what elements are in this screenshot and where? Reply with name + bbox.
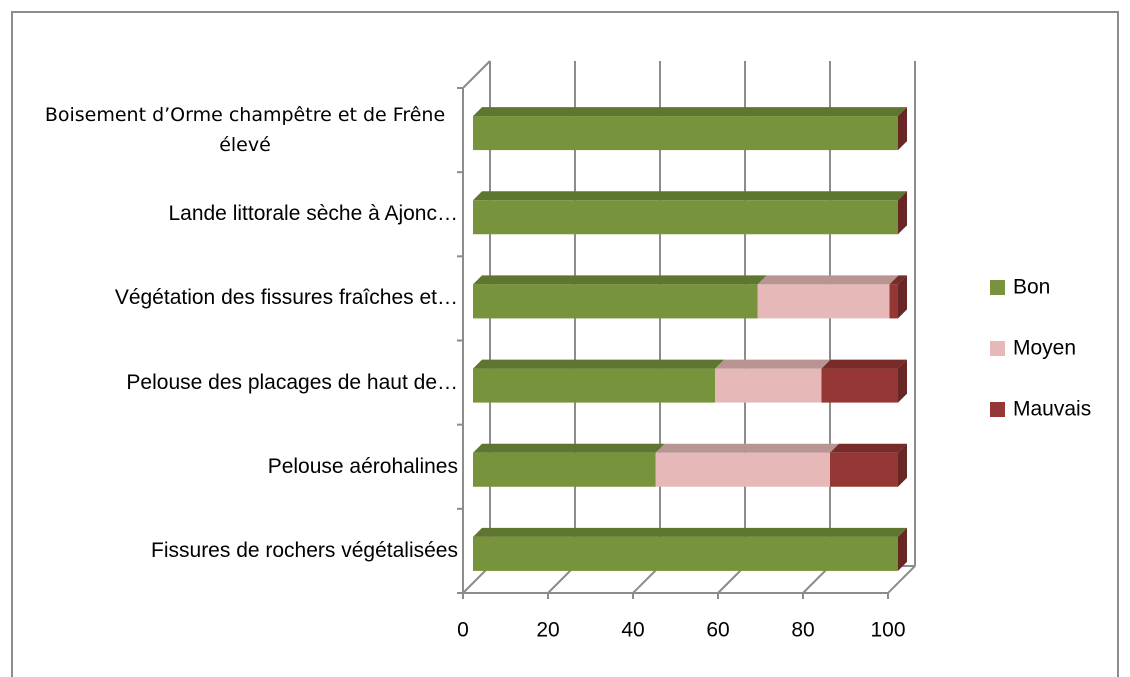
x-tick-label: 0 [457, 619, 469, 642]
bar-top [757, 275, 899, 285]
y-tick-label: Pelouse des placages de haut de… [126, 370, 458, 394]
y-tick-label: Pelouse aérohalines [267, 454, 458, 478]
wall-edge [462, 60, 491, 89]
grid-line-floor [887, 565, 916, 594]
bar-top [715, 359, 831, 369]
bar-segment [473, 200, 898, 235]
legend-label: Bon [1013, 276, 1050, 299]
bar-top [889, 275, 907, 285]
x-tick-label: 100 [870, 619, 905, 642]
bar-segment [473, 368, 716, 403]
bar-top [473, 527, 907, 537]
y-tick-label: Boisement d’Orme champêtre et de Frêne é… [44, 104, 446, 157]
legend-label: Mauvais [1013, 398, 1091, 421]
y-tick-label: Lande littorale sèche à Ajonc… [168, 202, 458, 226]
legend-swatch [990, 402, 1005, 417]
bar-side [898, 275, 907, 319]
x-tick-label: 60 [706, 619, 729, 642]
legend-label: Moyen [1013, 337, 1076, 360]
y-tick-label: Végétation des fissures fraîches et… [114, 286, 458, 310]
bar-segment [757, 284, 890, 319]
bar-side [898, 107, 907, 151]
bar-segment [473, 284, 758, 319]
bar-segment [473, 452, 656, 487]
bar-segment [821, 368, 898, 403]
y-tick-label: Fissures de rochers végétalisées [151, 538, 458, 562]
bar-side [898, 191, 907, 235]
bar-side [898, 443, 907, 487]
bar-top [655, 443, 839, 453]
bar-top [821, 359, 907, 369]
bar-top [473, 443, 665, 453]
bar-side [898, 527, 907, 571]
bar-top [473, 275, 767, 285]
x-tick-label: 80 [791, 619, 814, 642]
legend-swatch [990, 341, 1005, 356]
bar-segment [830, 452, 898, 487]
x-tick-label: 20 [536, 619, 559, 642]
bar-segment [473, 536, 898, 571]
bar-segment [889, 284, 898, 319]
bar-top [473, 107, 907, 117]
bar-top [830, 443, 907, 453]
bar-top [473, 191, 907, 201]
bar-segment [715, 368, 822, 403]
bar-side [898, 359, 907, 403]
bar-segment [655, 452, 830, 487]
bar-top [473, 359, 725, 369]
frame [11, 11, 1119, 677]
x-tick-label: 40 [621, 619, 644, 642]
legend-swatch [990, 280, 1005, 295]
bar-segment [473, 116, 898, 151]
